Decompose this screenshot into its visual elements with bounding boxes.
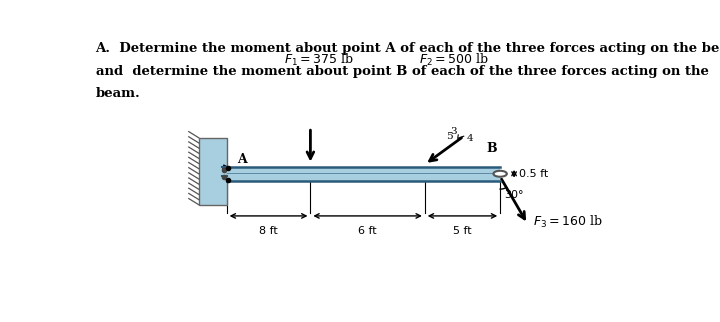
Bar [199,138,227,205]
Text: A: A [237,153,246,166]
Text: 4: 4 [467,134,473,143]
Text: $F_2 = 500$ lb: $F_2 = 500$ lb [419,52,489,68]
Text: 0.5 ft: 0.5 ft [518,169,548,179]
Bar [227,167,500,181]
Text: 5 ft: 5 ft [453,226,472,236]
Text: B: B [487,142,497,155]
Text: 8 ft: 8 ft [259,226,278,236]
Text: $F_3 = 160$ lb: $F_3 = 160$ lb [534,213,603,230]
Text: and  determine the moment about point B of each of the three forces acting on th: and determine the moment about point B o… [96,65,708,78]
Text: 5: 5 [446,132,453,141]
Circle shape [493,171,507,177]
Text: A.  Determine the moment about point A of each of the three forces acting on the: A. Determine the moment about point A of… [96,43,720,55]
Text: 3: 3 [451,127,457,136]
Text: 30°: 30° [505,190,524,200]
Text: $F_1 = 375$ lb: $F_1 = 375$ lb [284,52,354,68]
Text: beam.: beam. [96,87,140,100]
Text: 6 ft: 6 ft [359,226,377,236]
